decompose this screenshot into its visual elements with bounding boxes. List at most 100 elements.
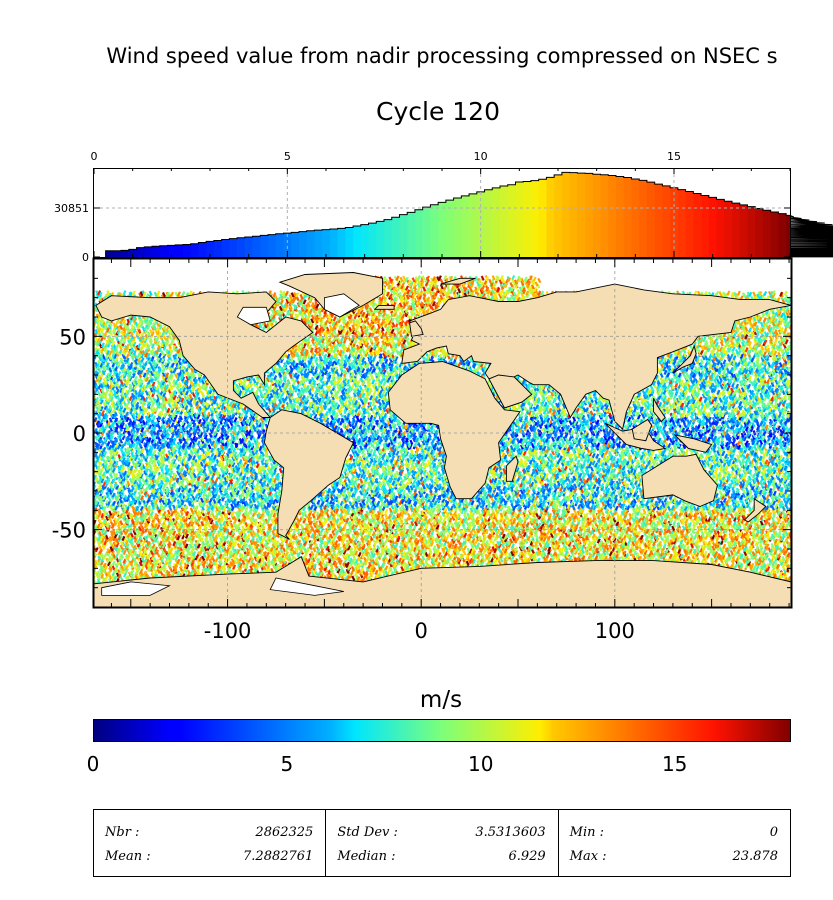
swath-segment [783,573,788,579]
swath-segment [319,563,324,570]
swath-segment [468,557,474,564]
swath-segment [630,553,636,559]
swath-segment [143,570,148,576]
swath-segment [739,563,744,569]
swath-segment [681,554,686,560]
swath-segment [249,565,254,571]
swath-segment [624,552,630,559]
swath-segment [729,563,734,570]
swath-segment [133,560,138,567]
swath-segment [529,553,534,559]
swath-segment [766,566,771,572]
histogram-bar [260,235,269,257]
swath-segment [124,568,130,574]
swath-segment [159,566,164,572]
histogram-bar [592,174,601,257]
swath-segment [344,562,349,568]
swath-segment [400,554,405,561]
swath-segment [95,570,101,576]
swath-segment [748,563,753,569]
swath-segment [388,566,393,572]
swath-segment [374,569,379,576]
swath-segment [336,568,341,574]
swath-segment [367,563,372,569]
swath-segment [189,570,194,576]
swath-segment [352,555,357,561]
histogram-bar [708,197,717,257]
swath-segment [565,552,570,558]
swath-segment [168,556,173,562]
histogram-bar [291,232,300,257]
histogram-bar [778,213,787,257]
histogram-bar [569,172,578,257]
swath-segment [209,566,214,573]
swath-segment [258,560,263,567]
histogram-bar [561,172,570,257]
swath-segment [97,555,102,561]
histogram-bar [384,219,393,257]
swath-segment [312,568,317,574]
swath-segment [125,575,130,581]
swath-segment [147,551,152,558]
histogram-bar [322,229,331,257]
swath-segment [286,553,291,559]
swath-segment [762,562,767,569]
swath-segment [277,564,282,570]
histogram-bar [121,250,130,257]
swath-segment [710,558,715,564]
swath-segment [189,554,194,560]
histogram-x-tick-label: 5 [284,150,291,163]
swath-segment [98,568,103,574]
swath-segment [191,558,196,564]
swath-segment [465,560,470,567]
histogram-grid [94,168,790,257]
swath-segment [324,553,329,559]
swath-segment [366,575,372,581]
swath-segment [179,566,184,572]
swath-segment [771,560,776,567]
swath-segment [772,553,777,559]
swath-segment [461,562,466,568]
swath-segment [781,564,786,570]
swath-segment [456,557,461,563]
swath-segment [784,556,789,562]
swath-segment [144,564,149,571]
swath-segment [744,559,750,565]
swath-segment [424,551,429,557]
histogram-y-tick-label: 30851 [54,202,89,215]
swath-segment [430,557,435,563]
swath-segment [742,557,747,564]
histogram-bar [693,193,702,257]
histogram-bar [237,237,246,257]
swath-segment [461,557,466,563]
swath-segment [122,549,127,556]
swath-segment [481,559,486,565]
swath-segment [784,560,789,566]
swath-segment [159,570,164,576]
swath-segment [156,552,161,558]
swath-segment [132,550,137,556]
swath-segment [306,557,312,564]
swath-segment [717,554,723,561]
swath-segment [152,561,157,567]
histogram-bar [206,241,215,257]
swath-segment [135,553,140,560]
swath-segment [476,554,481,560]
histogram-bar [438,202,447,257]
swath-segment [522,553,527,559]
swath-segment [176,558,181,565]
swath-segment [218,553,223,559]
swath-segment [370,569,375,575]
swath-segment [96,578,101,584]
swath-segment [721,554,726,560]
swath-segment [129,573,135,579]
swath-segment [231,552,236,558]
swath-segment [415,563,420,569]
histogram-bar [445,200,454,257]
swath-segment [275,563,280,569]
swath-segment [138,561,143,567]
swath-segment [247,557,252,563]
swath-segment [253,556,258,562]
